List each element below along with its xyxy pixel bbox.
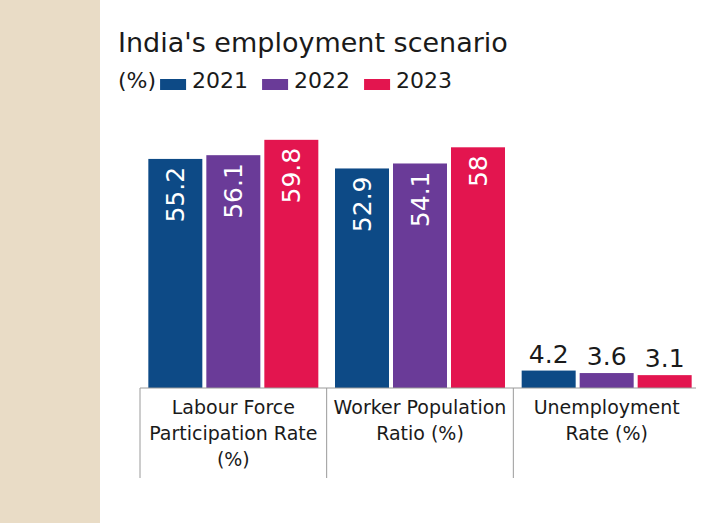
bar: [264, 140, 318, 388]
category-line: Participation Rate: [149, 422, 317, 444]
separator: [140, 388, 141, 478]
separator: [326, 388, 327, 478]
legend-label: 2022: [294, 68, 350, 93]
bar: [206, 155, 260, 388]
category-line: Labour Force: [172, 396, 295, 418]
category-label: Unemployment Rate (%): [534, 396, 680, 444]
category-line: Ratio (%): [376, 422, 464, 444]
bar: [638, 375, 692, 388]
category-label: Worker Population Ratio (%): [334, 396, 507, 444]
category-line: (%): [217, 448, 250, 470]
data-label: 3.1: [645, 344, 685, 373]
chart: India's employment scenario(%)2021202220…: [0, 0, 705, 523]
data-labels: 55.2 56.1 59.8 52.9 54.1 58 4.2 3.6 3.1: [161, 148, 684, 373]
category-line: Unemployment: [534, 396, 680, 418]
category-line: Worker Population: [334, 396, 507, 418]
photo-panel: [0, 0, 100, 523]
baseline: [140, 388, 696, 389]
legend-swatch: [364, 79, 390, 90]
bar: [148, 159, 202, 388]
legend-swatch: [160, 79, 186, 90]
legend-label: 2021: [192, 68, 248, 93]
bar: [393, 163, 447, 388]
data-label: 54.1: [406, 171, 435, 227]
data-label: 59.8: [277, 148, 306, 204]
title: India's employment scenario: [118, 27, 508, 58]
legend-label: 2023: [396, 68, 452, 93]
data-label: 58: [464, 155, 493, 187]
data-label: 52.9: [348, 176, 377, 232]
bar: [580, 373, 634, 388]
photo-border: [100, 0, 103, 523]
legend-swatch: [262, 79, 288, 90]
category-line: Rate (%): [565, 422, 648, 444]
data-label: 56.1: [219, 163, 248, 219]
legend: 2021 2022 2023: [160, 68, 452, 93]
category-label: Labour Force Participation Rate (%): [149, 396, 317, 470]
separator: [513, 388, 514, 478]
subtitle: (%): [118, 68, 156, 93]
bar: [335, 168, 389, 388]
data-label: 3.6: [587, 342, 627, 371]
bar: [522, 371, 576, 388]
bars: [148, 140, 691, 388]
data-label: 4.2: [529, 340, 569, 369]
data-label: 55.2: [161, 167, 190, 223]
bar: [451, 147, 505, 388]
